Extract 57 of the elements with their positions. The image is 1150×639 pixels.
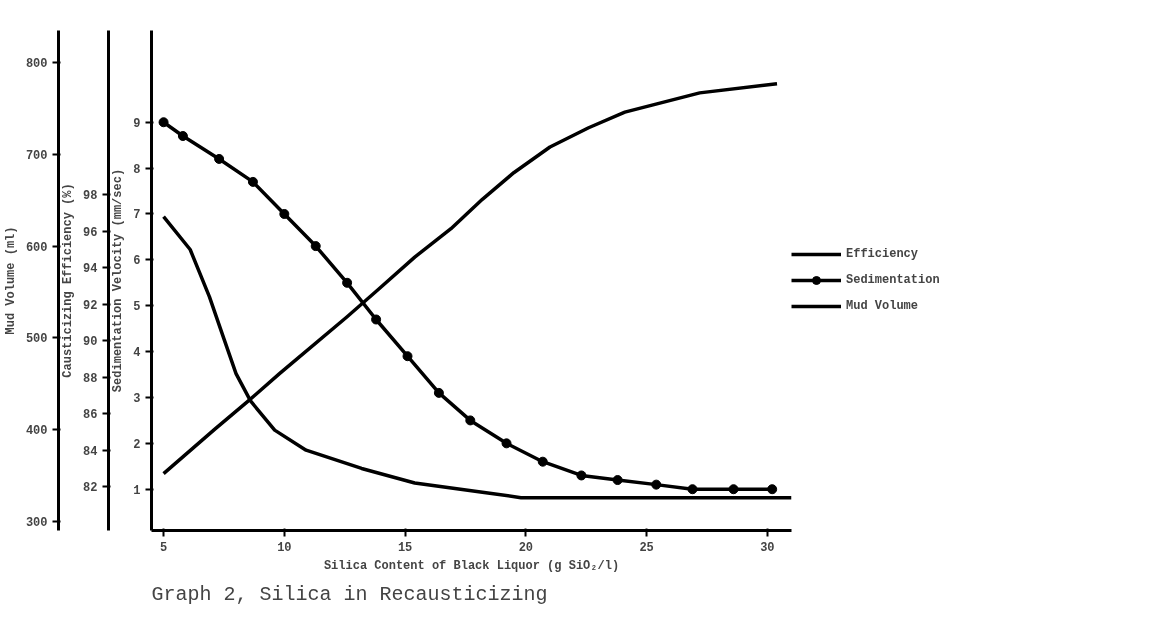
y-tick-label: 6 xyxy=(133,254,141,269)
y2-tick-label: 84 xyxy=(83,444,98,459)
x-axis-title: Silica Content of Black Liquor (g SiO₂/l) xyxy=(323,558,620,573)
point xyxy=(279,209,290,219)
y2-tick-label: 98 xyxy=(83,189,98,204)
y3-tick-label: 500 xyxy=(25,332,48,347)
point xyxy=(158,117,169,128)
x-tick-label: 30 xyxy=(760,540,775,555)
y-tick-label: 3 xyxy=(133,391,141,406)
y-tick-label: 9 xyxy=(133,116,141,131)
legend-label: Efficiency xyxy=(846,247,919,261)
y3-tick-label: 300 xyxy=(25,515,48,530)
y2-tick-label: 82 xyxy=(83,481,98,496)
point xyxy=(247,176,258,187)
point xyxy=(767,484,778,495)
x-tick-label: 20 xyxy=(518,540,534,555)
y2-tick-label: 90 xyxy=(83,335,98,350)
y3-tick-label: 800 xyxy=(25,57,48,72)
y3-axis-title: Mud Volume (ml) xyxy=(3,226,18,335)
legend-label: Mud Volume xyxy=(846,299,919,313)
y3-tick-label: 600 xyxy=(25,240,48,255)
point xyxy=(537,456,548,467)
point xyxy=(433,387,444,398)
point xyxy=(214,153,225,164)
y2-tick-label: 88 xyxy=(83,371,98,386)
x-tick-label: 15 xyxy=(397,540,413,555)
point xyxy=(651,479,662,490)
point xyxy=(371,314,382,325)
point xyxy=(177,131,188,141)
y-tick-label: 7 xyxy=(133,208,141,223)
y-tick-label: 5 xyxy=(133,300,141,315)
y3-tick-label: 700 xyxy=(25,148,48,163)
point xyxy=(728,484,739,495)
point xyxy=(501,438,512,449)
y-tick-label: 2 xyxy=(133,437,141,452)
point xyxy=(576,470,587,481)
point xyxy=(342,277,353,288)
x-tick-label: 25 xyxy=(639,540,654,555)
y2-tick-label: 96 xyxy=(83,225,98,240)
y2-tick-label: 92 xyxy=(83,298,98,313)
y-axis-title: Sedimentation Velocity (mm/sec) xyxy=(111,168,126,393)
point xyxy=(310,241,321,252)
y3-tick-label: 400 xyxy=(25,424,48,439)
y2-axis-title: Causticizing Efficiency (%) xyxy=(61,183,76,378)
point xyxy=(687,484,698,495)
point xyxy=(402,351,413,362)
y-tick-label: 8 xyxy=(133,162,141,177)
x-tick-label: 5 xyxy=(159,540,168,555)
point xyxy=(612,475,623,486)
point xyxy=(465,415,476,426)
legend-label: Sedimentation xyxy=(846,273,940,287)
y2-tick-label: 86 xyxy=(83,408,98,423)
x-tick-label: 10 xyxy=(277,540,292,555)
text: Graph 2, Silica in Recausticizing xyxy=(151,582,548,606)
y-tick-label: 4 xyxy=(133,346,141,361)
y2-tick-label: 94 xyxy=(83,262,98,277)
y-tick-label: 1 xyxy=(133,483,141,498)
